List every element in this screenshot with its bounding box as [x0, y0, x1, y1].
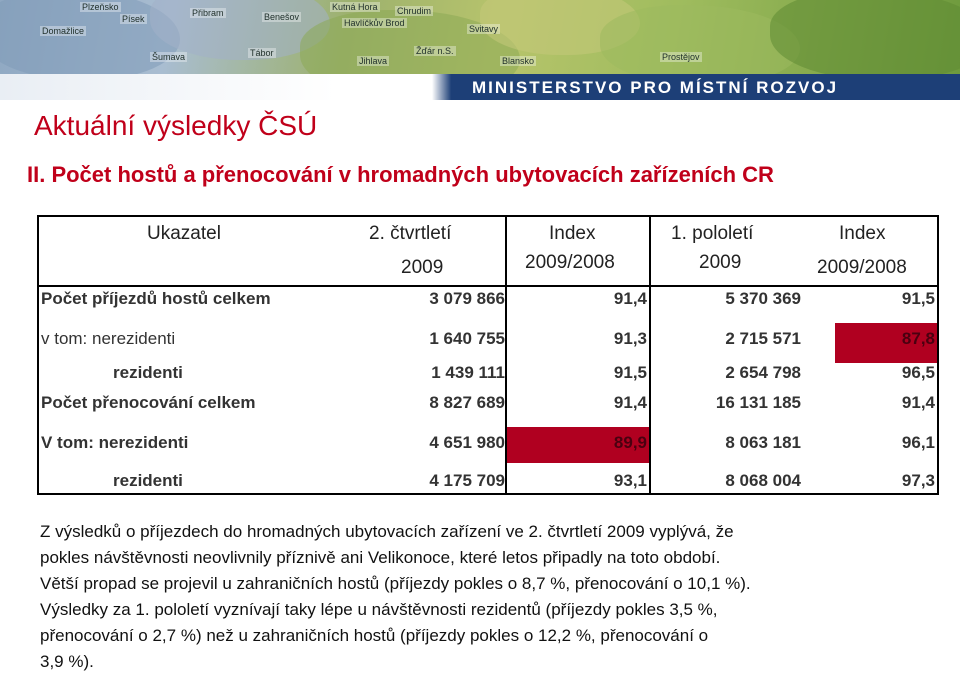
map-place-label: Plzeňsko — [80, 2, 121, 12]
h1-value: 5 370 369 — [725, 289, 801, 308]
h1-value: 16 131 185 — [715, 393, 801, 412]
header-index-h1: Index — [839, 223, 886, 244]
h1-index: 91,5 — [901, 289, 935, 308]
h1-index: 96,5 — [901, 363, 935, 382]
statistics-table: Ukazatel 2. čtvrtletí 2009 Index 2009/20… — [37, 215, 939, 495]
commentary-line: Výsledky za 1. pololetí vyznívají taky l… — [40, 600, 718, 619]
map-place-label: Prostějov — [660, 52, 702, 62]
h1-value: 2 654 798 — [725, 363, 801, 382]
highlight-cell — [835, 323, 937, 363]
header-index-h1-years: 2009/2008 — [817, 257, 907, 278]
row-label: v tom: nerezidenti — [41, 329, 176, 348]
map-place-label: Domažlice — [40, 26, 87, 36]
map-place-label: Kutná Hora — [330, 2, 380, 12]
column-divider — [649, 217, 651, 493]
commentary-line: pokles návštěvnosti neovlivnily příznivě… — [40, 548, 721, 567]
map-place-label: Chrudim — [395, 6, 434, 16]
q2-index: 91,4 — [613, 289, 647, 308]
commentary-line: Větší propad se projevil u zahraničních … — [40, 574, 751, 593]
header-h1-year: 2009 — [699, 252, 742, 273]
map-place-label: Svitavy — [467, 24, 501, 34]
page-subtitle: II. Počet hostů a přenocování v hromadný… — [27, 162, 774, 187]
commentary-line: Z výsledků o příjezdech do hromadných ub… — [40, 522, 734, 541]
commentary-line: 3,9 %). — [40, 652, 94, 671]
header-h1: 1. pololetí — [671, 223, 754, 244]
h1-value: 2 715 571 — [725, 329, 801, 348]
map-place-label: Písek — [120, 14, 147, 24]
q2-index: 91,5 — [613, 363, 647, 382]
page-title: Aktuální výsledky ČSÚ — [34, 110, 318, 141]
q2-value: 1 439 111 — [431, 363, 505, 382]
q2-value: 4 175 709 — [429, 471, 505, 490]
h1-index: 97,3 — [901, 471, 935, 490]
map-place-label: Přibram — [190, 8, 226, 18]
header-q2-year: 2009 — [401, 257, 444, 278]
row-label: V tom: nerezidenti — [41, 433, 189, 452]
h1-index: 96,1 — [901, 433, 935, 452]
header-index-q2: Index — [549, 223, 596, 244]
row-label: rezidenti — [113, 471, 183, 490]
row-label: Počet přenocování celkem — [41, 393, 256, 412]
header-ukazatel: Ukazatel — [147, 223, 221, 244]
map-place-label: Blansko — [500, 56, 537, 66]
region-map-image: Plzeňsko Kutná Hora Chrudim Písek Přibra… — [0, 0, 960, 74]
map-place-label: Benešov — [262, 12, 302, 22]
q2-index: 91,3 — [613, 329, 647, 348]
map-place-label: Tábor — [248, 48, 276, 58]
header-divider — [39, 285, 937, 287]
map-place-label: Žďár n.S. — [414, 46, 456, 56]
header-q2: 2. čtvrtletí — [369, 223, 452, 244]
q2-index: 93,1 — [613, 471, 647, 490]
ministry-name: MINISTERSTVO PRO MÍSTNÍ ROZVOJ — [472, 78, 839, 97]
header-index-q2-years: 2009/2008 — [525, 252, 615, 273]
q2-value: 3 079 866 — [429, 289, 505, 308]
row-label: rezidenti — [113, 363, 183, 382]
column-divider — [505, 217, 507, 493]
map-place-label: Havlíčkův Brod — [342, 18, 407, 28]
h1-index: 91,4 — [901, 393, 935, 412]
map-place-label: Šumava — [150, 52, 188, 62]
q2-value: 8 827 689 — [429, 393, 505, 412]
q2-index: 89,9 — [613, 433, 647, 452]
map-place-label: Jihlava — [357, 56, 390, 66]
q2-index: 91,4 — [613, 393, 647, 412]
commentary-line: přenocování o 2,7 %) než u zahraničních … — [40, 626, 709, 645]
row-label: Počet příjezdů hostů celkem — [41, 289, 271, 308]
commentary-text: Z výsledků o příjezdech do hromadných ub… — [40, 519, 940, 675]
h1-value: 8 063 181 — [725, 433, 801, 452]
q2-value: 4 651 980 — [429, 433, 505, 452]
ministry-strip — [0, 74, 960, 100]
h1-value: 8 068 004 — [725, 471, 801, 490]
h1-index: 87,8 — [901, 329, 935, 348]
header-banner: Plzeňsko Kutná Hora Chrudim Písek Přibra… — [0, 0, 960, 100]
highlight-cell — [505, 427, 649, 463]
q2-value: 1 640 755 — [429, 329, 505, 348]
